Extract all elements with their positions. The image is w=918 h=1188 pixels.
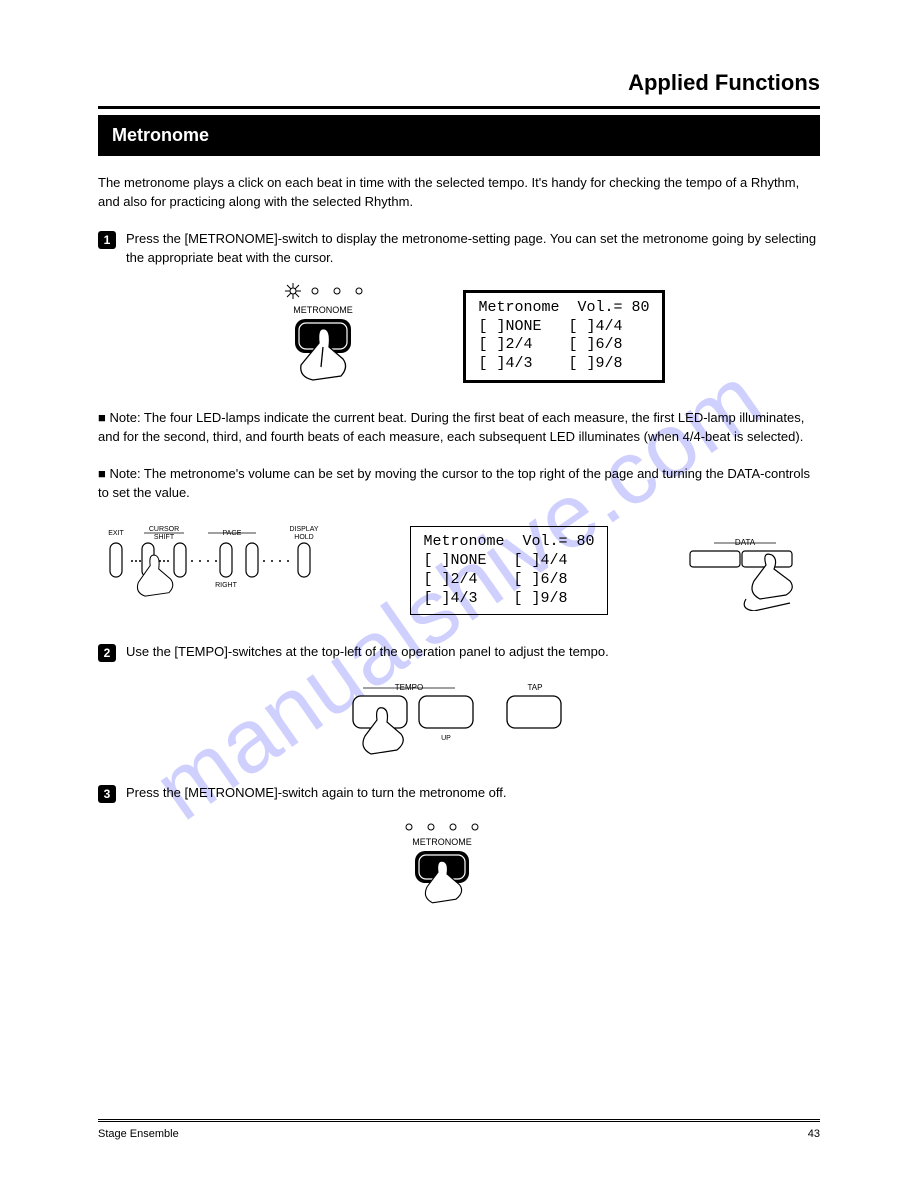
metronome-button-off-illus: METRONOME [369,817,549,912]
page-footer: Stage Ensemble 43 [98,1119,820,1140]
lcd-line: [ ]4/3 [ ]9/8 [423,590,567,607]
tap-button-icon [507,696,561,728]
right-label: RIGHT [215,582,238,589]
tempo-panel-illus: TEMPO TAP DOWN UP [309,676,609,766]
step-badge-2: 2 [98,644,116,662]
display-label: DISPLAY [289,526,318,533]
illus-row-3: TEMPO TAP DOWN UP [98,676,820,766]
lcd-line: Metronome Vol.= 80 [423,533,594,550]
step-3: 3 Press the [METRONOME]-switch again to … [98,784,820,803]
tap-label: TAP [528,683,543,692]
metronome-label: METRONOME [294,305,354,315]
step-2: 2 Use the [TEMPO]-switches at the top-le… [98,643,820,662]
lcd-line: [ ]4/3 [ ]9/8 [478,355,622,372]
tempo-up-button-icon [419,696,473,728]
note-bullet-icon: ■ [98,410,106,425]
led-star-icon [285,283,301,299]
illus-row-1: METRONOME Metronome Vol.= 80 [ ]NONE [ ]… [98,281,820,391]
data-control-illus: DATA [670,531,820,611]
step-badge-3: 3 [98,785,116,803]
led-icon [356,288,362,294]
section-heading: Metronome [98,115,820,156]
lcd-line: [ ]2/4 [ ]6/8 [478,336,622,353]
page-title: Applied Functions [98,70,820,96]
title-rule [98,106,820,109]
illus-row-2: EXIT CURSOR SHIFT PAGE DISPLAY HOLD [98,521,820,621]
shift-label: SHIFT [154,534,175,541]
step-badge-1: 1 [98,231,116,249]
lcd-line: [ ]2/4 [ ]6/8 [423,571,567,588]
footer-product: Stage Ensemble [98,1128,179,1140]
note-bullet-icon: ■ [98,466,106,481]
lcd-line: [ ]NONE [ ]4/4 [423,552,567,569]
step-text-2: Use the [TEMPO]-switches at the top-left… [126,643,609,662]
note-text: Note: The four LED-lamps indicate the cu… [98,410,804,444]
note-text: Note: The metronome's volume can be set … [98,466,810,500]
note-2: ■ Note: The metronome's volume can be se… [98,465,820,503]
metronome-label: METRONOME [412,837,472,847]
cursor-label: CURSOR [149,526,179,533]
led-icon [334,288,340,294]
lcd-display-1: Metronome Vol.= 80 [ ]NONE [ ]4/4 [ ]2/4… [463,290,664,383]
led-icon [472,824,478,830]
intro-text: The metronome plays a click on each beat… [98,174,820,212]
tempo-label: TEMPO [395,683,423,692]
note-1: ■ Note: The four LED-lamps indicate the … [98,409,820,447]
page-label: PAGE [223,530,242,537]
led-icon [406,824,412,830]
data-minus-button-icon [690,551,740,567]
illus-row-4: METRONOME [98,817,820,912]
lcd-line: Metronome Vol.= 80 [478,299,649,316]
step-text-1: Press the [METRONOME]-switch to display … [126,230,820,268]
step-text-3: Press the [METRONOME]-switch again to tu… [126,784,507,803]
step-1: 1 Press the [METRONOME]-switch to displa… [98,230,820,268]
led-icon [428,824,434,830]
up-label: UP [441,735,451,742]
lcd-line: [ ]NONE [ ]4/4 [478,318,622,335]
exit-label: EXIT [108,530,124,537]
lcd-display-2: Metronome Vol.= 80 [ ]NONE [ ]4/4 [ ]2/4… [410,526,607,615]
footer-page-num: 43 [808,1128,820,1140]
metronome-button-illus: METRONOME [253,281,433,391]
data-label: DATA [735,538,756,547]
led-icon [312,288,318,294]
cursor-panel-illus: EXIT CURSOR SHIFT PAGE DISPLAY HOLD [98,521,348,621]
hold-label: HOLD [294,534,313,541]
led-icon [450,824,456,830]
